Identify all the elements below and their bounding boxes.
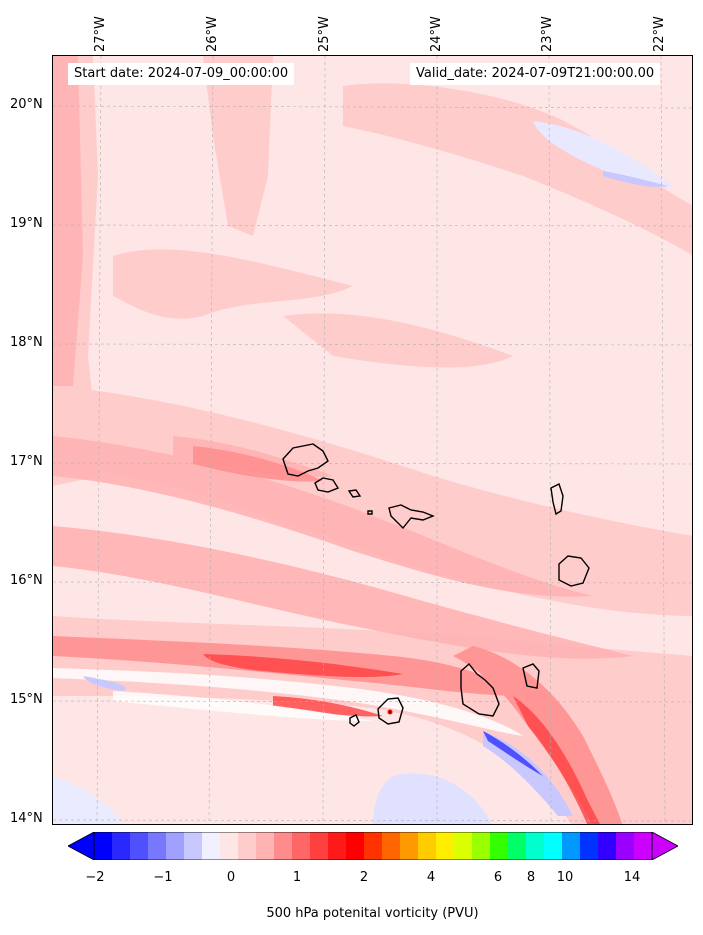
lon-label-27w: 27°W [93, 16, 108, 52]
colorbar-cell [310, 832, 329, 860]
lon-label-26w: 26°W [205, 16, 220, 52]
lat-label-17n: 17°N [10, 454, 43, 469]
island-maio [522, 663, 540, 689]
island-sao-vicente [314, 477, 340, 493]
colorbar-cell [346, 832, 365, 860]
start-date-label: Start date: 2024-07-09_00:00:00 [68, 63, 295, 85]
colorbar-tick-14: 14 [623, 870, 641, 885]
colorbar-tick-10: 10 [556, 870, 574, 885]
island-boa-vista [558, 555, 590, 587]
valid-date-label: Valid_date: 2024-07-09T21:00:00.00 [410, 63, 661, 85]
colorbar-tick--1: −1 [153, 870, 173, 885]
colorbar-cell [490, 832, 509, 860]
lat-label-15n: 15°N [10, 692, 43, 707]
colorbar-cell [472, 832, 491, 860]
island-santa-luzia [347, 489, 362, 498]
island-santiago [460, 662, 500, 717]
colorbar-cell [130, 832, 149, 860]
island-brava [349, 714, 360, 727]
colorbar-cell [562, 832, 581, 860]
colorbar-label: 500 hPa potenital vorticity (PVU) [266, 906, 479, 921]
lat-label-14n: 14°N [10, 811, 43, 826]
pv-field [53, 56, 692, 824]
colorbar-tick-0: 0 [226, 870, 236, 885]
colorbar-cell [274, 832, 293, 860]
colorbar-cell [436, 832, 455, 860]
colorbar-cell [202, 832, 221, 860]
lat-label-19n: 19°N [10, 216, 43, 231]
colorbar-tick-8: 8 [526, 870, 536, 885]
colorbar-over-arrow [651, 832, 678, 860]
fogo-peak-dot [389, 711, 391, 713]
colorbar-tick-1: 1 [292, 870, 302, 885]
colorbar-cell [94, 832, 113, 860]
colorbar-cell [328, 832, 347, 860]
colorbar-cell [454, 832, 473, 860]
islet-raso [367, 510, 373, 515]
colorbar [68, 832, 678, 860]
colorbar-tick--2: −2 [85, 870, 105, 885]
colorbar-cell [238, 832, 257, 860]
colorbar-outline [93, 832, 653, 860]
lat-label-16n: 16°N [10, 573, 43, 588]
colorbar-cell [400, 832, 419, 860]
island-sao-nicolau [388, 504, 435, 530]
colorbar-cell [598, 832, 617, 860]
colorbar-cell [544, 832, 563, 860]
colorbar-cell [634, 832, 653, 860]
colorbar-tick-6: 6 [493, 870, 503, 885]
colorbar-cell [418, 832, 437, 860]
island-coastlines [282, 443, 590, 727]
island-santo-antao [282, 443, 329, 477]
colorbar-tick-4: 4 [426, 870, 436, 885]
pv-near-zero-streaks [53, 668, 523, 736]
pv-negative-contours [53, 121, 673, 824]
colorbar-tick-2: 2 [359, 870, 369, 885]
colorbar-cell [526, 832, 545, 860]
lon-label-22w: 22°W [652, 16, 667, 52]
graticule-lines [53, 56, 692, 824]
lon-label-24w: 24°W [429, 16, 444, 52]
colorbar-cell [292, 832, 311, 860]
colorbar-cell [220, 832, 239, 860]
colorbar-cell [508, 832, 527, 860]
colorbar-cell [616, 832, 635, 860]
lat-label-18n: 18°N [10, 335, 43, 350]
lon-label-23w: 23°W [540, 16, 555, 52]
colorbar-cell [580, 832, 599, 860]
island-fogo [377, 697, 404, 725]
colorbar-cell [166, 832, 185, 860]
pv-map [52, 55, 693, 825]
colorbar-cell [112, 832, 131, 860]
colorbar-under-arrow [68, 832, 95, 860]
colorbar-cell [148, 832, 167, 860]
colorbar-cell [364, 832, 383, 860]
lat-label-20n: 20°N [10, 97, 43, 112]
colorbar-cell [184, 832, 203, 860]
colorbar-cell [256, 832, 275, 860]
lon-label-25w: 25°W [317, 16, 332, 52]
island-sal [550, 483, 564, 516]
colorbar-cells [94, 832, 653, 860]
colorbar-cell [382, 832, 401, 860]
